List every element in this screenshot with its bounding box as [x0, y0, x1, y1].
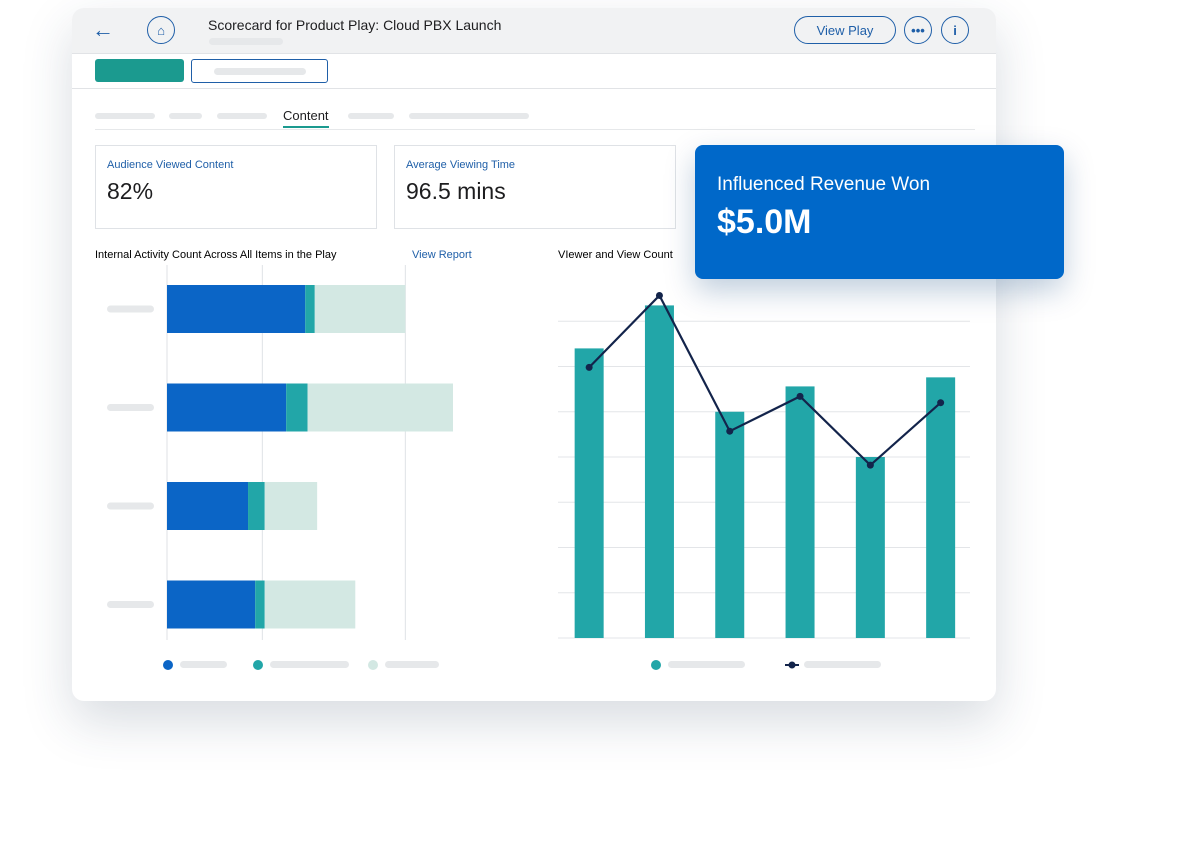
line-point [585, 363, 593, 371]
page-title: Scorecard for Product Play: Cloud PBX La… [208, 17, 502, 33]
kpi-label: Audience Viewed Content [107, 159, 234, 171]
home-button[interactable]: ⌂ [147, 16, 175, 44]
chart-title: VIewer and View Count [558, 249, 673, 261]
bar-segment [167, 383, 287, 432]
tab[interactable] [348, 113, 394, 119]
kpi-card: Audience Viewed Content 82% [95, 145, 377, 229]
line-point [655, 291, 663, 299]
revenue-value: $5.0M [717, 203, 812, 241]
revenue-label: Influenced Revenue Won [717, 174, 931, 195]
info-button[interactable]: i [941, 16, 969, 44]
bar-segment [255, 580, 265, 629]
bar [644, 305, 674, 638]
tab[interactable] [217, 113, 267, 119]
bar-segment [167, 580, 256, 629]
bar [855, 457, 885, 638]
category-placeholder [107, 502, 154, 510]
category-placeholder [107, 404, 154, 411]
back-button[interactable]: ← [92, 17, 114, 42]
kpi-value: 96.5 mins [406, 178, 506, 204]
line-point [866, 461, 874, 469]
chart-title: Internal Activity Count Across All Items… [95, 249, 337, 261]
bar [926, 377, 956, 638]
date-dropdown[interactable] [191, 59, 328, 83]
bar-segment [167, 482, 249, 530]
category-placeholder [107, 601, 154, 608]
legend-placeholder [385, 661, 439, 668]
legend-swatch [253, 660, 263, 670]
button-label: View Play [816, 22, 874, 38]
line-point [726, 427, 734, 435]
tab[interactable] [409, 113, 529, 119]
active-tab[interactable]: Content [283, 108, 329, 128]
legend-swatch [651, 660, 661, 670]
view-report-link[interactable]: View Report [412, 249, 472, 261]
legend-placeholder [270, 661, 349, 668]
bar-segment [305, 285, 315, 333]
legend-swatch [368, 660, 378, 670]
kpi-value: 82% [107, 178, 154, 204]
legend-placeholder [180, 661, 227, 668]
line-point [796, 392, 804, 400]
bar-segment [167, 285, 306, 333]
revenue-card: Influenced Revenue Won $5.0M [695, 145, 1064, 279]
bar-segment [286, 383, 308, 432]
subtitle-placeholder [209, 38, 283, 45]
line-point [937, 399, 945, 407]
header: ← ⌂ Scorecard for Product Play: Cloud PB… [72, 8, 996, 54]
bar-segment [264, 482, 318, 530]
line [588, 293, 942, 467]
bar [715, 411, 745, 638]
bar [574, 348, 604, 638]
category-placeholder [107, 305, 154, 313]
kpi-card: Average Viewing Time 96.5 mins [394, 145, 676, 229]
filter-dropdown[interactable] [95, 59, 184, 82]
bar [785, 386, 815, 638]
tab[interactable] [95, 113, 155, 119]
view-play-button[interactable]: View Play [794, 16, 896, 44]
kpi-label: Average Viewing Time [406, 159, 516, 171]
bar-segment [264, 580, 356, 629]
legend-swatch [163, 660, 173, 670]
legend-placeholder [804, 661, 881, 668]
tab[interactable] [169, 113, 202, 119]
bar-segment [248, 482, 265, 530]
bar-segment [307, 383, 453, 432]
legend-placeholder [668, 661, 745, 668]
tab-rule [95, 129, 975, 130]
more-button[interactable]: ••• [904, 16, 932, 44]
divider [72, 88, 996, 89]
bar-segment [314, 285, 406, 333]
